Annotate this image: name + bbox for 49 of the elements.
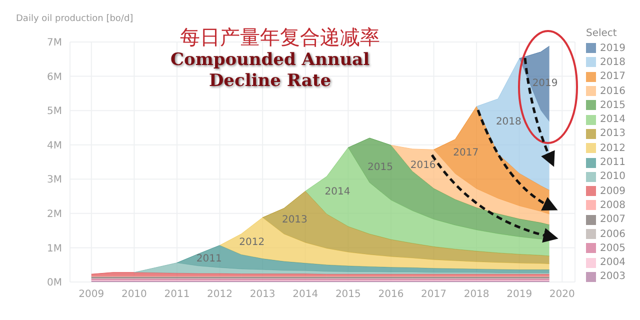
chart-title: 每日产量年复合递减率: [180, 26, 380, 51]
text: 2011: [196, 254, 222, 265]
x-tick-label: 2020: [549, 289, 575, 300]
y-tick-label: 7M: [47, 38, 62, 49]
y-tick-label: 3M: [47, 174, 62, 186]
legend-label: 2006: [600, 228, 626, 240]
x-tick-label: 2018: [464, 289, 490, 300]
x-tick-label: 2013: [250, 289, 276, 300]
legend-label: 2015: [600, 100, 626, 111]
y-tick-label: 4M: [47, 140, 62, 152]
y-tick-label: 5M: [47, 106, 62, 118]
y-tick-label: 0M: [47, 278, 62, 289]
x-tick-label: 2016: [378, 289, 404, 300]
legend-label: 2011: [600, 157, 626, 168]
legend-label: 2016: [600, 86, 626, 97]
legend-label: 2019: [600, 42, 626, 54]
y-axis-title: Daily oil production [bo/d]: [16, 14, 134, 24]
x-tick-label: 2015: [335, 289, 361, 300]
x-tick-label: 2011: [164, 289, 190, 300]
x-tick-label: 2014: [292, 289, 318, 300]
x-tick-label: 2019: [506, 289, 532, 300]
legend-label: 2013: [600, 128, 626, 140]
legend-label: 2008: [600, 200, 626, 211]
text: 2017: [453, 148, 479, 159]
y-tick-label: 6M: [47, 72, 62, 83]
text: 2013: [282, 214, 308, 226]
x-tick-label: 2017: [421, 289, 446, 300]
legend-title: Select: [586, 28, 618, 39]
legend-label: 2009: [600, 186, 626, 197]
legend-label: 2018: [600, 56, 626, 68]
legend-label: 2014: [600, 114, 626, 126]
text: 2015: [368, 162, 393, 174]
y-tick-label: 1M: [47, 243, 62, 254]
text: Compounded Annual Decline Rate: [170, 50, 370, 92]
y-tick-label: 2M: [47, 208, 62, 220]
legend-label: 2003: [600, 271, 626, 282]
x-tick-label: 2009: [78, 289, 104, 300]
text: 2018: [496, 116, 522, 128]
text: 2016: [410, 160, 436, 172]
legend-label: 2017: [600, 71, 626, 82]
text: 2012: [239, 236, 265, 248]
legend-label: 2005: [600, 242, 626, 254]
legend-label: 2010: [600, 171, 626, 182]
text: 2014: [324, 186, 350, 198]
legend-label: 2012: [600, 142, 626, 154]
legend-label: 2007: [600, 214, 626, 226]
x-tick-label: 2012: [207, 289, 233, 300]
legend-label: 2004: [600, 257, 626, 268]
x-tick-label: 2010: [121, 289, 147, 300]
